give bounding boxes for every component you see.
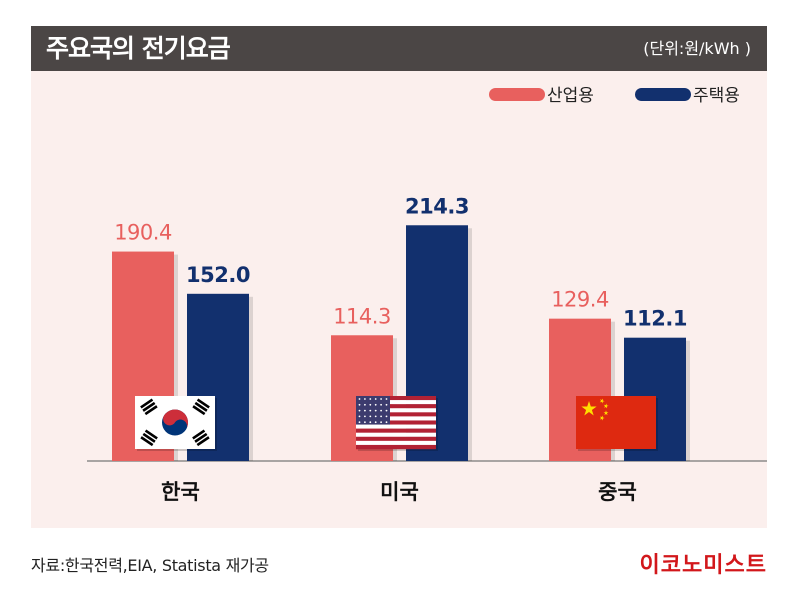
legend-label-residential: 주택용	[693, 86, 740, 106]
chart-header: 주요국의 전기요금 (단위:원/kWh )	[31, 26, 767, 71]
value-label-industrial-0: 190.4	[114, 221, 172, 245]
value-label-residential-2: 112.1	[623, 307, 687, 331]
china-flag-icon	[576, 396, 658, 451]
category-label-2: 중국	[598, 480, 637, 504]
bar-chart: 산업용 주택용 190.4 152.0 한국 114.3 214.3 미국 129.4 112.1…	[87, 86, 767, 504]
value-label-industrial-2: 129.4	[551, 288, 609, 312]
category-label-0: 한국	[161, 480, 200, 504]
usa-flag-icon	[356, 396, 438, 451]
category-label-1: 미국	[380, 480, 419, 504]
legend-swatch-residential	[635, 88, 691, 101]
chart-title: 주요국의 전기요금	[46, 34, 231, 63]
brand-logo: 이코노미스트	[639, 553, 767, 578]
source-note: 자료:한국전력,EIA, Statista 재가공	[31, 556, 269, 575]
value-label-residential-0: 152.0	[186, 263, 250, 287]
value-label-industrial-1: 114.3	[333, 304, 391, 328]
unit-label: (단위:원/kWh )	[643, 39, 751, 58]
south-korea-flag-icon	[135, 396, 217, 451]
value-label-residential-1: 214.3	[405, 194, 469, 218]
legend-swatch-industrial	[489, 88, 545, 101]
legend-label-industrial: 산업용	[547, 86, 594, 106]
